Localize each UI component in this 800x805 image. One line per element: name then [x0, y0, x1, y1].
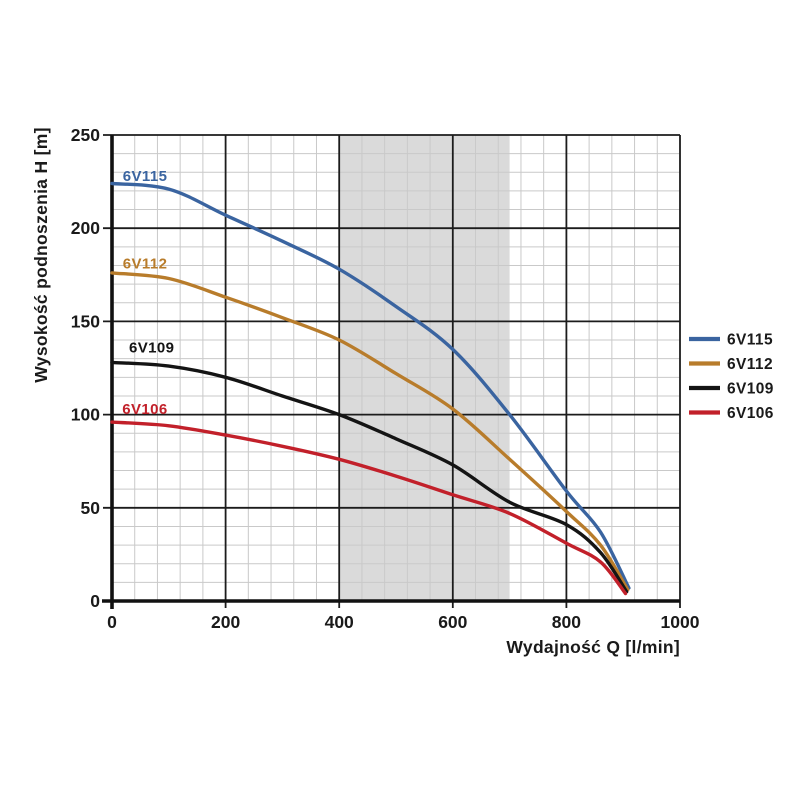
x-tick-label: 0: [107, 612, 117, 632]
curve-6V115: [110, 181, 631, 590]
legend: 6V115 6V112 6V109 6V106: [689, 332, 774, 422]
curve-6V109: [110, 360, 629, 594]
axes: [102, 135, 680, 609]
x-tick-label: 200: [211, 612, 240, 632]
legend-item-6V109: 6V109: [689, 381, 774, 398]
legend-label-6V115: 6V115: [727, 332, 773, 349]
x-tick-label: 600: [438, 612, 467, 632]
legend-label-6V109: 6V109: [727, 381, 774, 398]
shaded-operating-band: [339, 135, 510, 601]
y-axis-title: Wysokość podnoszenia H [m]: [31, 127, 51, 382]
y-tick-label: 100: [71, 405, 100, 425]
x-axis-title: Wydajność Q [l/min]: [506, 637, 680, 657]
legend-item-6V115: 6V115: [689, 332, 773, 349]
curve-label-6V112: 6V112: [123, 256, 168, 273]
y-tick-label: 0: [90, 591, 100, 611]
curve-6V106: [110, 420, 628, 596]
y-tick-label: 200: [71, 218, 100, 238]
x-tick-label: 1000: [661, 612, 700, 632]
x-tick-labels: 0 200 400 600 800 1000: [107, 612, 700, 632]
legend-item-6V112: 6V112: [689, 356, 773, 373]
curve-6V112: [110, 271, 630, 592]
y-tick-label: 50: [81, 498, 101, 518]
legend-label-6V106: 6V106: [727, 405, 774, 422]
major-grid: [103, 134, 681, 608]
x-tick-label: 800: [552, 612, 581, 632]
legend-label-6V112: 6V112: [727, 356, 773, 373]
y-tick-label: 150: [71, 311, 100, 331]
curve-label-6V115: 6V115: [123, 168, 168, 185]
y-tick-labels: 0 50 100 150 200 250: [71, 125, 100, 611]
x-tick-label: 400: [325, 612, 354, 632]
legend-item-6V106: 6V106: [689, 405, 774, 422]
y-tick-label: 250: [71, 125, 100, 145]
curve-label-6V106: 6V106: [122, 401, 167, 418]
curve-label-6V109: 6V109: [129, 339, 174, 356]
